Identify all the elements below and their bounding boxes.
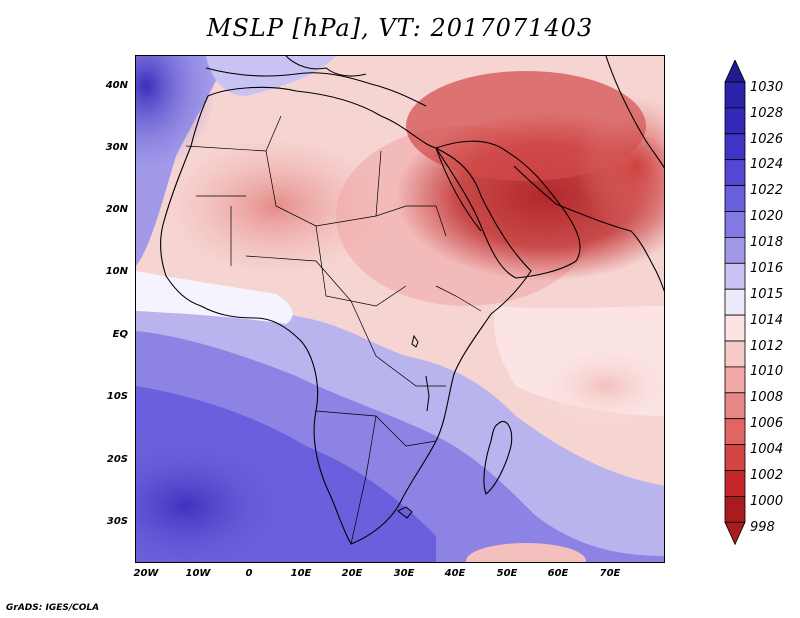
footer-credit: GrADS: IGES/COLA	[6, 603, 100, 613]
colorbar-cell	[724, 288, 746, 316]
colorbar-label: 1028	[750, 106, 784, 121]
colorbar-arrow-top	[724, 60, 746, 83]
lon-label: 10W	[185, 568, 211, 579]
colorbar-label: 1002	[750, 468, 784, 483]
lon-label: 60E	[547, 568, 569, 579]
map-title: MSLP [hPa], VT: 2017071403	[206, 14, 594, 42]
colorbar-cell	[724, 185, 746, 212]
lon-label: 10E	[290, 568, 312, 579]
colorbar-cell	[724, 314, 746, 342]
colorbar-label: 1010	[750, 364, 784, 379]
colorbar-label: 1006	[750, 416, 784, 431]
lat-label: 10N	[105, 266, 128, 277]
colorbar-cell	[724, 340, 746, 368]
colorbar-cell	[724, 444, 746, 471]
colorbar-label: 1030	[750, 80, 784, 95]
colorbar-label: 1008	[750, 390, 784, 405]
colorbar-label: 1015	[750, 287, 784, 302]
colorbar	[724, 60, 746, 546]
colorbar-cell	[724, 81, 746, 109]
colorbar-label: 1016	[750, 261, 784, 276]
lat-label: EQ	[112, 329, 128, 340]
colorbar-label: 998	[750, 520, 775, 535]
colorbar-cell	[724, 418, 746, 446]
colorbar-cell	[724, 236, 746, 264]
colorbar-cell	[724, 470, 746, 497]
colorbar-label: 1004	[750, 442, 784, 457]
coastlines	[160, 56, 664, 545]
colorbar-label: 1000	[750, 494, 784, 509]
lat-label: 40N	[105, 80, 128, 91]
colorbar-cell	[724, 495, 746, 523]
lon-label: 20W	[133, 568, 159, 579]
lon-label: 20E	[341, 568, 363, 579]
lon-label: 70E	[599, 568, 621, 579]
colorbar-label: 1024	[750, 157, 784, 172]
colorbar-cell	[724, 159, 746, 186]
lon-label: 50E	[496, 568, 518, 579]
colorbar-cell	[724, 107, 746, 135]
colorbar-label: 1022	[750, 183, 784, 198]
map-panel	[135, 55, 665, 563]
lat-label: 20N	[105, 204, 128, 215]
lakes-overlay	[397, 334, 430, 519]
colorbar-label: 1018	[750, 235, 784, 250]
lat-label: 10S	[106, 391, 128, 402]
colorbar-label: 1020	[750, 209, 784, 224]
lat-label: 20S	[106, 454, 128, 465]
colorbar-label: 1014	[750, 313, 784, 328]
colorbar-cell	[724, 133, 746, 161]
colorbar-cell	[724, 211, 746, 238]
lon-label: 0	[245, 568, 253, 579]
colorbar-cell	[724, 366, 746, 394]
colorbar-label: 1026	[750, 132, 784, 147]
lat-label: 30N	[105, 142, 128, 153]
colorbar-cell	[724, 392, 746, 420]
colorbar-cell	[724, 262, 746, 290]
colorbar-label: 1012	[750, 339, 784, 354]
lat-label: 30S	[106, 516, 128, 527]
mslp-field	[136, 56, 664, 562]
lon-label: 30E	[393, 568, 415, 579]
colorbar-arrow-bottom	[724, 521, 746, 546]
lon-label: 40E	[444, 568, 466, 579]
